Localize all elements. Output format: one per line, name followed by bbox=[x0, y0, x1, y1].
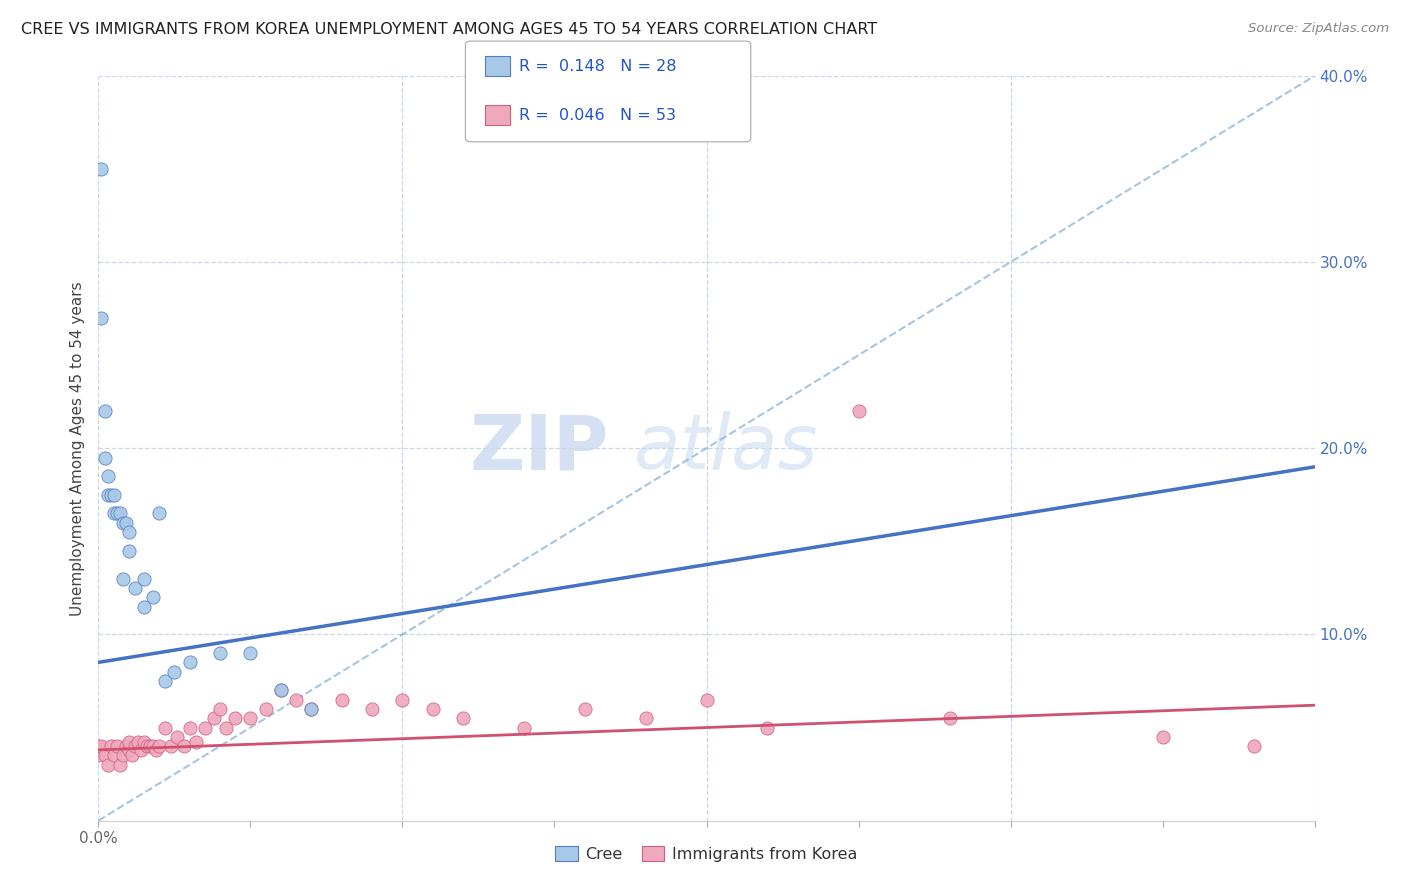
Point bbox=[90, 739, 112, 753]
Point bbox=[163, 665, 186, 679]
Point bbox=[173, 739, 195, 753]
Point bbox=[118, 524, 141, 539]
Point bbox=[453, 711, 475, 725]
Point bbox=[93, 404, 115, 418]
Point bbox=[132, 572, 155, 586]
Point bbox=[114, 739, 136, 753]
Point bbox=[103, 507, 125, 521]
Point bbox=[756, 721, 779, 735]
Point bbox=[391, 692, 413, 706]
Point bbox=[124, 581, 146, 595]
Point bbox=[105, 739, 128, 753]
Point bbox=[254, 702, 277, 716]
Point bbox=[184, 735, 207, 749]
Point bbox=[939, 711, 962, 725]
Text: ZIP: ZIP bbox=[470, 411, 609, 485]
Point bbox=[155, 673, 177, 688]
Point bbox=[224, 711, 246, 725]
Point bbox=[121, 748, 143, 763]
Text: atlas: atlas bbox=[634, 411, 818, 485]
Point bbox=[114, 516, 136, 530]
Point bbox=[129, 743, 152, 757]
Point bbox=[148, 507, 170, 521]
Point bbox=[285, 692, 308, 706]
Point bbox=[90, 161, 112, 176]
Point bbox=[118, 735, 141, 749]
Point bbox=[96, 488, 118, 502]
Point bbox=[422, 702, 444, 716]
Point bbox=[103, 488, 125, 502]
Point bbox=[103, 748, 125, 763]
Point bbox=[96, 757, 118, 772]
Point bbox=[87, 748, 110, 763]
Y-axis label: Unemployment Among Ages 45 to 54 years: Unemployment Among Ages 45 to 54 years bbox=[69, 281, 84, 615]
Point bbox=[270, 683, 292, 698]
Point bbox=[209, 702, 232, 716]
Point bbox=[239, 646, 262, 660]
Point bbox=[90, 310, 112, 325]
Point bbox=[209, 646, 232, 660]
Legend: Cree, Immigrants from Korea: Cree, Immigrants from Korea bbox=[548, 839, 865, 869]
Point bbox=[160, 739, 183, 753]
Point bbox=[696, 692, 718, 706]
Point bbox=[132, 735, 155, 749]
Point bbox=[118, 743, 141, 757]
Point bbox=[108, 757, 131, 772]
Point bbox=[139, 739, 162, 753]
Point bbox=[93, 450, 115, 465]
Point bbox=[111, 516, 134, 530]
Point bbox=[239, 711, 262, 725]
Point bbox=[145, 743, 167, 757]
Point bbox=[848, 404, 870, 418]
Point bbox=[574, 702, 596, 716]
Point bbox=[194, 721, 217, 735]
Point bbox=[513, 721, 536, 735]
Text: Source: ZipAtlas.com: Source: ZipAtlas.com bbox=[1249, 22, 1389, 36]
Point bbox=[105, 507, 128, 521]
Point bbox=[634, 711, 657, 725]
Point bbox=[155, 721, 177, 735]
Point bbox=[96, 469, 118, 483]
Text: R =  0.148   N = 28: R = 0.148 N = 28 bbox=[519, 59, 676, 73]
Point bbox=[148, 739, 170, 753]
Point bbox=[1152, 730, 1174, 744]
Point bbox=[87, 739, 110, 753]
Point bbox=[215, 721, 238, 735]
Point bbox=[142, 739, 165, 753]
Point bbox=[202, 711, 225, 725]
Point bbox=[100, 488, 122, 502]
Point bbox=[299, 702, 322, 716]
Point bbox=[179, 721, 201, 735]
Point bbox=[111, 572, 134, 586]
Point bbox=[136, 739, 159, 753]
Point bbox=[127, 735, 149, 749]
Point bbox=[330, 692, 353, 706]
Text: CREE VS IMMIGRANTS FROM KOREA UNEMPLOYMENT AMONG AGES 45 TO 54 YEARS CORRELATION: CREE VS IMMIGRANTS FROM KOREA UNEMPLOYME… bbox=[21, 22, 877, 37]
Point bbox=[166, 730, 188, 744]
Point bbox=[179, 656, 201, 670]
Point bbox=[142, 591, 165, 605]
Point bbox=[118, 543, 141, 558]
Text: R =  0.046   N = 53: R = 0.046 N = 53 bbox=[519, 108, 676, 122]
Point bbox=[299, 702, 322, 716]
Point bbox=[111, 748, 134, 763]
Point bbox=[124, 739, 146, 753]
Point bbox=[361, 702, 384, 716]
Point bbox=[100, 739, 122, 753]
Point bbox=[132, 599, 155, 614]
Point bbox=[1243, 739, 1265, 753]
Point bbox=[108, 507, 131, 521]
Point bbox=[270, 683, 292, 698]
Point bbox=[93, 748, 115, 763]
